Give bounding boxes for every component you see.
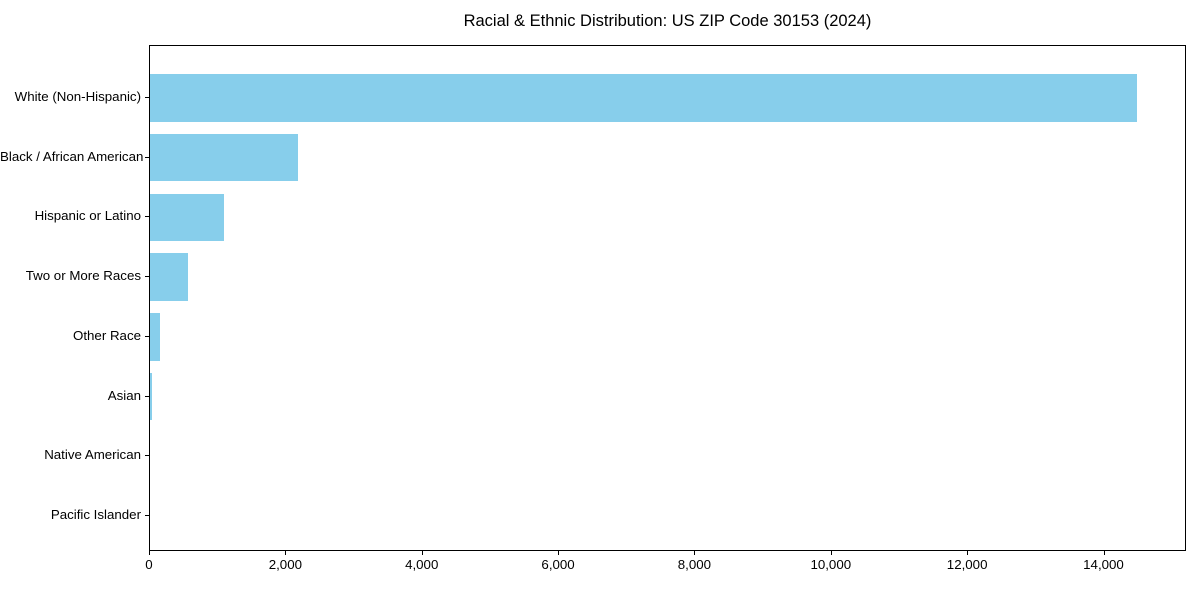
x-axis-label: 14,000 xyxy=(1083,557,1124,572)
x-axis-tick xyxy=(421,551,423,555)
chart-title: Racial & Ethnic Distribution: US ZIP Cod… xyxy=(463,12,872,30)
y-axis-label: Two or More Races xyxy=(25,268,141,284)
x-axis-label: 0 xyxy=(145,557,153,572)
plot-area xyxy=(149,45,1186,551)
x-axis-tick xyxy=(1103,551,1105,555)
y-axis-tick xyxy=(145,156,149,158)
y-axis-label: Pacific Islander xyxy=(50,506,141,522)
y-axis-tick xyxy=(145,455,149,457)
x-axis-tick xyxy=(285,551,287,555)
x-axis-tick xyxy=(558,551,560,555)
x-axis-label: 4,000 xyxy=(405,557,439,572)
x-axis-label: 2,000 xyxy=(268,557,302,572)
x-axis-label: 8,000 xyxy=(677,557,712,572)
x-axis-tick xyxy=(149,551,150,555)
y-axis-tick xyxy=(145,514,149,516)
bar xyxy=(150,313,161,361)
bar xyxy=(150,133,299,182)
x-axis-tick xyxy=(967,551,969,555)
y-axis-tick xyxy=(145,97,149,98)
x-axis-label: 10,000 xyxy=(810,557,852,572)
x-axis-label: 6,000 xyxy=(541,557,575,572)
bar xyxy=(150,193,224,242)
y-axis-label: White (Non-Hispanic) xyxy=(14,89,141,104)
y-axis-label: Other Race xyxy=(73,327,141,343)
x-axis-tick xyxy=(830,551,832,555)
y-axis-label: Hispanic or Latino xyxy=(34,208,141,224)
bar xyxy=(150,253,188,301)
y-axis-label: Native American xyxy=(44,447,141,463)
x-axis-label: 12,000 xyxy=(946,557,988,572)
y-axis-tick xyxy=(145,335,149,337)
y-axis-tick xyxy=(145,216,149,218)
bar xyxy=(150,74,1137,122)
y-axis-tick xyxy=(145,276,149,278)
bar xyxy=(150,372,152,421)
y-axis-label: Asian xyxy=(107,387,141,403)
y-axis-tick xyxy=(145,395,149,397)
x-axis-tick xyxy=(694,551,696,555)
y-axis-label: Black / African American xyxy=(0,148,144,164)
